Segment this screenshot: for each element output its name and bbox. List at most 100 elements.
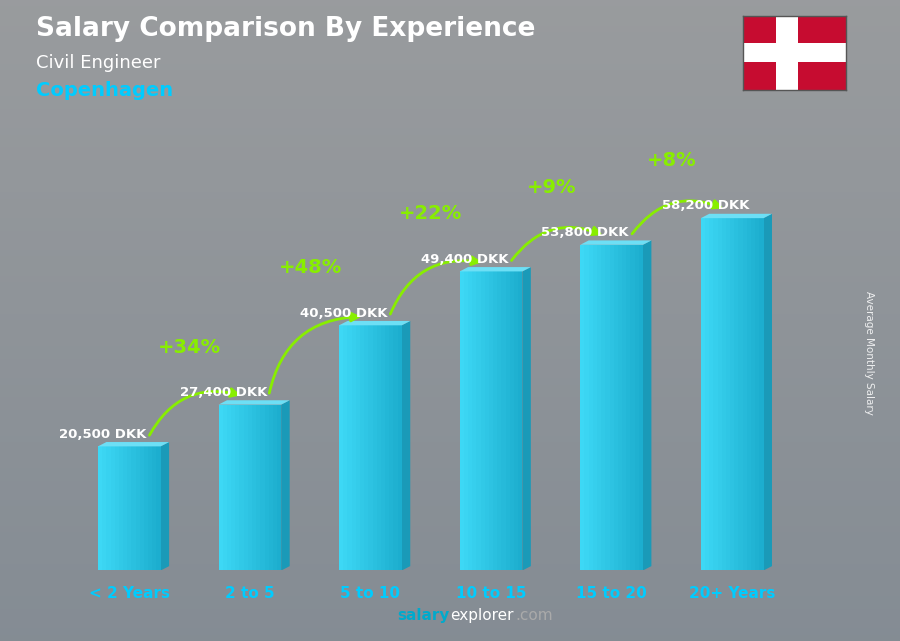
Polygon shape bbox=[131, 446, 136, 570]
Polygon shape bbox=[509, 271, 514, 570]
Polygon shape bbox=[630, 245, 634, 570]
Polygon shape bbox=[119, 446, 123, 570]
Polygon shape bbox=[161, 442, 169, 570]
Text: Copenhagen: Copenhagen bbox=[36, 81, 173, 101]
Polygon shape bbox=[385, 325, 390, 570]
Text: Salary Comparison By Experience: Salary Comparison By Experience bbox=[36, 16, 536, 42]
Polygon shape bbox=[398, 325, 401, 570]
Polygon shape bbox=[239, 404, 244, 570]
Polygon shape bbox=[102, 446, 106, 570]
Polygon shape bbox=[281, 400, 290, 570]
Polygon shape bbox=[219, 400, 290, 404]
Polygon shape bbox=[580, 245, 643, 570]
Text: 53,800 DKK: 53,800 DKK bbox=[541, 226, 629, 239]
Polygon shape bbox=[265, 404, 269, 570]
Polygon shape bbox=[368, 325, 373, 570]
Polygon shape bbox=[157, 446, 161, 570]
Polygon shape bbox=[252, 404, 256, 570]
Polygon shape bbox=[269, 404, 273, 570]
Polygon shape bbox=[472, 271, 476, 570]
Polygon shape bbox=[360, 325, 364, 570]
Polygon shape bbox=[219, 404, 222, 570]
Polygon shape bbox=[152, 446, 157, 570]
Polygon shape bbox=[618, 245, 622, 570]
Polygon shape bbox=[222, 404, 227, 570]
Polygon shape bbox=[401, 321, 410, 570]
Polygon shape bbox=[231, 404, 235, 570]
Polygon shape bbox=[127, 446, 131, 570]
Polygon shape bbox=[763, 214, 772, 570]
Polygon shape bbox=[589, 245, 593, 570]
Text: .com: .com bbox=[516, 608, 554, 623]
Polygon shape bbox=[751, 218, 755, 570]
Polygon shape bbox=[701, 214, 772, 218]
Polygon shape bbox=[377, 325, 381, 570]
Text: explorer: explorer bbox=[450, 608, 514, 623]
Polygon shape bbox=[339, 321, 410, 325]
Polygon shape bbox=[235, 404, 239, 570]
Polygon shape bbox=[643, 240, 652, 570]
Polygon shape bbox=[98, 446, 161, 570]
Polygon shape bbox=[498, 271, 501, 570]
Polygon shape bbox=[730, 218, 734, 570]
Polygon shape bbox=[98, 442, 169, 446]
Polygon shape bbox=[639, 245, 643, 570]
Text: 58,200 DKK: 58,200 DKK bbox=[662, 199, 750, 212]
Polygon shape bbox=[476, 271, 481, 570]
Polygon shape bbox=[464, 271, 468, 570]
Text: 27,400 DKK: 27,400 DKK bbox=[180, 386, 267, 399]
Polygon shape bbox=[481, 271, 485, 570]
Polygon shape bbox=[760, 218, 763, 570]
Polygon shape bbox=[227, 404, 231, 570]
Polygon shape bbox=[256, 404, 260, 570]
Polygon shape bbox=[460, 271, 464, 570]
Text: +34%: +34% bbox=[158, 338, 221, 356]
Text: +9%: +9% bbox=[526, 178, 576, 197]
Polygon shape bbox=[701, 218, 705, 570]
Polygon shape bbox=[277, 404, 281, 570]
Polygon shape bbox=[514, 271, 518, 570]
Polygon shape bbox=[106, 446, 111, 570]
Polygon shape bbox=[493, 271, 498, 570]
Polygon shape bbox=[701, 218, 763, 570]
Bar bbox=[776, 16, 798, 90]
Polygon shape bbox=[722, 218, 726, 570]
Polygon shape bbox=[114, 446, 119, 570]
Polygon shape bbox=[352, 325, 356, 570]
Text: +22%: +22% bbox=[400, 204, 463, 224]
Polygon shape bbox=[390, 325, 393, 570]
Text: +8%: +8% bbox=[647, 151, 697, 171]
Bar bbox=[742, 44, 846, 62]
Polygon shape bbox=[705, 218, 709, 570]
Polygon shape bbox=[373, 325, 377, 570]
Polygon shape bbox=[364, 325, 368, 570]
Polygon shape bbox=[522, 267, 531, 570]
Polygon shape bbox=[597, 245, 601, 570]
Polygon shape bbox=[584, 245, 589, 570]
Text: 20,500 DKK: 20,500 DKK bbox=[59, 428, 147, 441]
Text: 49,400 DKK: 49,400 DKK bbox=[421, 253, 508, 266]
Text: 40,500 DKK: 40,500 DKK bbox=[301, 306, 388, 320]
Polygon shape bbox=[739, 218, 742, 570]
Text: +48%: +48% bbox=[279, 258, 342, 278]
Polygon shape bbox=[742, 218, 747, 570]
Polygon shape bbox=[136, 446, 140, 570]
Polygon shape bbox=[460, 271, 522, 570]
Polygon shape bbox=[343, 325, 347, 570]
Polygon shape bbox=[356, 325, 360, 570]
Polygon shape bbox=[468, 271, 472, 570]
Polygon shape bbox=[339, 325, 401, 570]
Polygon shape bbox=[506, 271, 509, 570]
Polygon shape bbox=[626, 245, 630, 570]
Text: Civil Engineer: Civil Engineer bbox=[36, 54, 160, 72]
Polygon shape bbox=[606, 245, 609, 570]
Polygon shape bbox=[460, 267, 531, 271]
Polygon shape bbox=[393, 325, 398, 570]
Polygon shape bbox=[601, 245, 606, 570]
Polygon shape bbox=[248, 404, 252, 570]
Polygon shape bbox=[123, 446, 127, 570]
Text: salary: salary bbox=[398, 608, 450, 623]
Polygon shape bbox=[726, 218, 730, 570]
Polygon shape bbox=[747, 218, 751, 570]
Polygon shape bbox=[634, 245, 639, 570]
